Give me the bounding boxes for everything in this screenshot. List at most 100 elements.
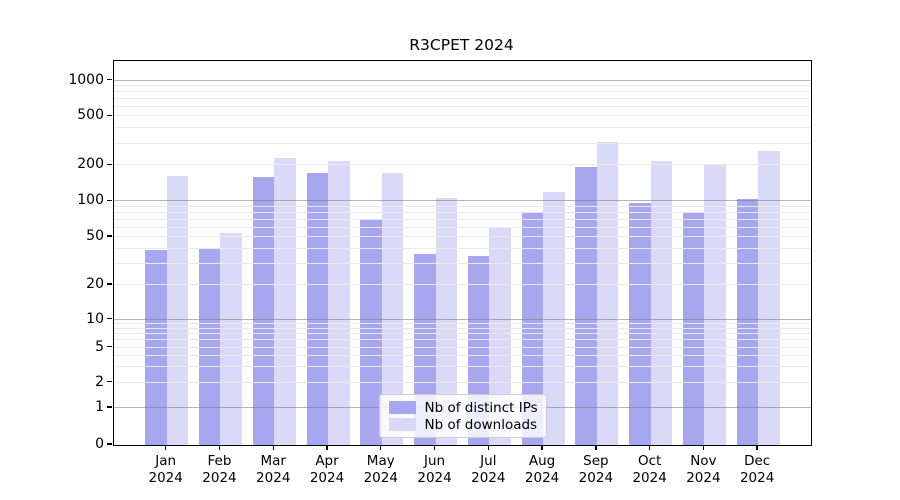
- x-tick-label-mar: Mar 2024: [238, 453, 308, 487]
- gridline-minor-4: [114, 355, 811, 357]
- x-tick-month-aug: Aug: [528, 453, 556, 469]
- bar-distinct-ips-mar: [252, 176, 275, 445]
- gridline-minor-9: [114, 322, 811, 324]
- legend-label-distinct-ips: Nb of distinct IPs: [424, 399, 538, 416]
- x-tick-label-feb: Feb 2024: [184, 453, 254, 487]
- y-tick-mark-1000: [107, 78, 112, 81]
- gridline-minor-300: [114, 142, 811, 144]
- x-tick-label-oct: Oct 2024: [615, 453, 685, 487]
- legend-swatch-downloads: [388, 418, 416, 431]
- gridline-minor-700: [114, 98, 811, 100]
- x-tick-mark-feb: [218, 445, 221, 451]
- bar-downloads-aug: [543, 191, 565, 445]
- bar-downloads-may: [381, 173, 404, 445]
- chart-title: R3CPET 2024: [409, 36, 514, 54]
- x-tick-year-may: 2024: [363, 470, 398, 486]
- y-tick-label-5: 5: [95, 338, 104, 355]
- y-tick-mark-5: [107, 345, 112, 348]
- gridline-minor-2: [114, 381, 811, 383]
- bar-distinct-ips-dec: [736, 198, 759, 445]
- x-tick-month-oct: Oct: [637, 453, 662, 469]
- gridline-minor-5: [114, 346, 811, 348]
- gridline-minor-3: [114, 366, 811, 368]
- y-tick-mark-200: [107, 163, 112, 165]
- x-tick-month-jul: Jul: [480, 453, 497, 469]
- bar-downloads-jan: [166, 176, 189, 445]
- x-tick-month-feb: Feb: [207, 453, 232, 469]
- gridline-minor-900: [114, 85, 811, 87]
- bar-downloads-jun: [435, 198, 458, 445]
- gridline-major-10: [114, 318, 811, 320]
- bar-distinct-ips-may: [360, 220, 382, 445]
- x-tick-year-apr: 2024: [309, 470, 345, 486]
- gridline-minor-90: [114, 205, 811, 207]
- x-tick-month-may: May: [366, 453, 395, 469]
- y-tick-mark-1: [107, 406, 112, 408]
- bar-downloads-oct: [650, 161, 673, 445]
- x-tick-year-oct: 2024: [632, 470, 667, 486]
- x-tick-month-mar: Mar: [260, 453, 286, 469]
- x-tick-mark-nov: [702, 445, 705, 451]
- gridline-minor-400: [114, 127, 811, 129]
- x-tick-month-dec: Dec: [744, 453, 771, 469]
- x-tick-mark-dec: [756, 445, 758, 451]
- y-tick-mark-500: [107, 114, 112, 116]
- gridline-minor-600: [114, 105, 811, 107]
- y-tick-mark-10: [107, 318, 112, 320]
- x-tick-mark-mar: [272, 445, 274, 451]
- gridline-minor-20: [114, 284, 811, 285]
- x-tick-month-jan: Jan: [155, 453, 177, 469]
- x-tick-year-dec: 2024: [739, 470, 775, 486]
- y-tick-label-200: 200: [77, 156, 104, 173]
- y-tick-label-20: 20: [86, 275, 104, 292]
- x-tick-mark-oct: [648, 445, 651, 451]
- legend-label-downloads: Nb of downloads: [424, 416, 538, 433]
- gridline-minor-7: [114, 333, 811, 335]
- x-tick-year-nov: 2024: [686, 470, 721, 486]
- gridline-major-1000: [114, 79, 811, 81]
- x-tick-label-dec: Dec 2024: [722, 453, 792, 487]
- x-tick-label-jul: Jul 2024: [453, 453, 523, 487]
- gridline-minor-200: [114, 164, 811, 166]
- x-tick-year-aug: 2024: [524, 470, 560, 486]
- x-tick-mark-jun: [433, 445, 436, 451]
- x-tick-label-may: May 2024: [346, 453, 416, 487]
- x-tick-month-sep: Sep: [583, 453, 609, 469]
- bar-downloads-sep: [596, 141, 619, 445]
- x-tick-label-aug: Aug 2024: [507, 453, 577, 487]
- gridline-minor-30: [114, 262, 811, 264]
- legend-swatch-distinct-ips: [388, 401, 416, 414]
- bar-downloads-feb: [220, 233, 242, 445]
- bar-downloads-jul: [489, 227, 511, 445]
- y-tick-mark-100: [107, 199, 112, 201]
- gridline-minor-40: [114, 247, 811, 249]
- gridline-minor-60: [114, 226, 811, 228]
- gridline-minor-800: [114, 91, 811, 93]
- y-tick-label-10: 10: [86, 310, 104, 327]
- bar-distinct-ips-nov: [682, 212, 705, 445]
- bar-distinct-ips-sep: [575, 167, 597, 445]
- plot-area: Nb of distinct IPs Nb of downloads: [113, 60, 812, 446]
- x-tick-mark-may: [380, 445, 382, 451]
- x-tick-year-jan: 2024: [148, 470, 183, 486]
- x-tick-label-jun: Jun 2024: [400, 453, 470, 487]
- x-tick-label-apr: Apr 2024: [292, 453, 362, 487]
- x-tick-label-nov: Nov 2024: [668, 453, 738, 487]
- bar-downloads-mar: [274, 158, 296, 445]
- gridline-minor-6: [114, 339, 811, 341]
- y-tick-mark-2: [107, 381, 112, 383]
- y-tick-label-1000: 1000: [68, 71, 104, 88]
- y-tick-label-100: 100: [77, 192, 104, 209]
- y-tick-mark-0: [107, 443, 112, 445]
- x-tick-year-mar: 2024: [256, 470, 291, 486]
- x-tick-month-jun: Jun: [424, 453, 446, 469]
- legend-item-distinct-ips: Nb of distinct IPs: [388, 399, 538, 416]
- gridline-minor-8: [114, 327, 811, 329]
- x-tick-year-feb: 2024: [202, 470, 237, 486]
- x-tick-mark-jul: [487, 445, 489, 451]
- gridline-minor-70: [114, 218, 811, 220]
- x-tick-year-jul: 2024: [471, 470, 506, 486]
- bar-downloads-apr: [328, 160, 350, 445]
- x-tick-month-nov: Nov: [690, 453, 717, 469]
